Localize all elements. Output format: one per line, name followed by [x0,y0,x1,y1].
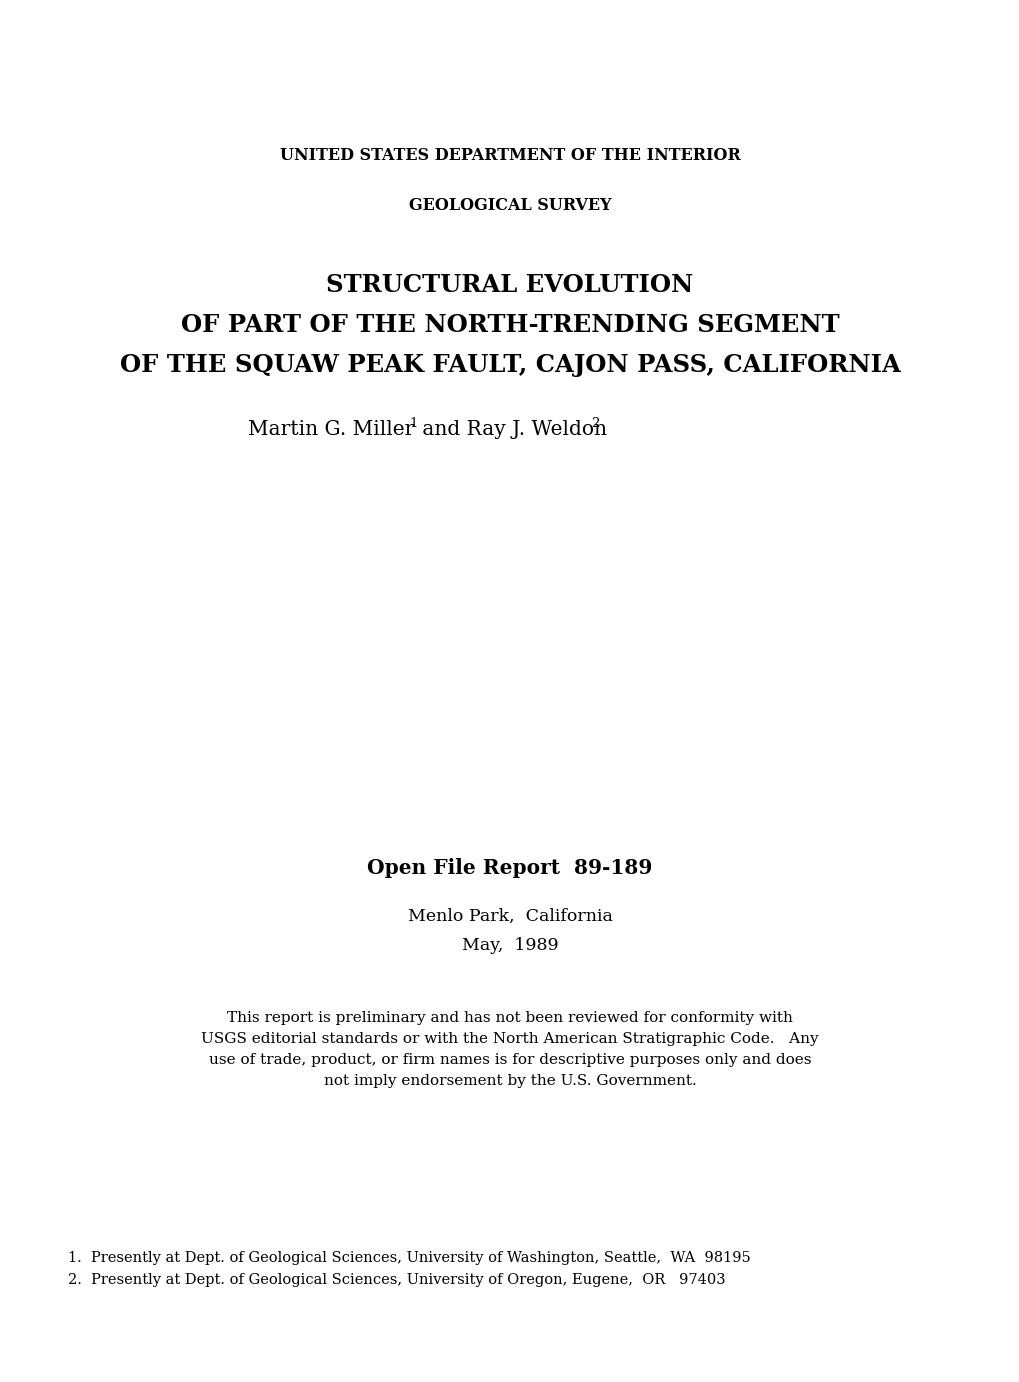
Text: GEOLOGICAL SURVEY: GEOLOGICAL SURVEY [409,196,610,213]
Text: use of trade, product, or firm names is for descriptive purposes only and does: use of trade, product, or firm names is … [209,1053,810,1067]
Text: 2: 2 [590,417,599,430]
Text: Menlo Park,  California: Menlo Park, California [408,908,611,925]
Text: Open File Report  89-189: Open File Report 89-189 [367,858,652,878]
Text: and Ray J. Weldon: and Ray J. Weldon [416,420,606,439]
Text: OF PART OF THE NORTH-TRENDING SEGMENT: OF PART OF THE NORTH-TRENDING SEGMENT [180,312,839,337]
Text: 1.  Presently at Dept. of Geological Sciences, University of Washington, Seattle: 1. Presently at Dept. of Geological Scie… [68,1251,750,1265]
Text: OF THE SQUAW PEAK FAULT, CAJON PASS, CALIFORNIA: OF THE SQUAW PEAK FAULT, CAJON PASS, CAL… [119,352,900,377]
Text: UNITED STATES DEPARTMENT OF THE INTERIOR: UNITED STATES DEPARTMENT OF THE INTERIOR [279,146,740,163]
Text: USGS editorial standards or with the North American Stratigraphic Code.   Any: USGS editorial standards or with the Nor… [201,1032,818,1046]
Text: STRUCTURAL EVOLUTION: STRUCTURAL EVOLUTION [326,274,693,297]
Text: 2.  Presently at Dept. of Geological Sciences, University of Oregon, Eugene,  OR: 2. Presently at Dept. of Geological Scie… [68,1273,725,1287]
Text: This report is preliminary and has not been reviewed for conformity with: This report is preliminary and has not b… [227,1012,792,1025]
Text: May,  1989: May, 1989 [462,937,557,955]
Text: Martin G. Miller: Martin G. Miller [248,420,414,439]
Text: 1: 1 [409,417,417,430]
Text: not imply endorsement by the U.S. Government.: not imply endorsement by the U.S. Govern… [323,1074,696,1088]
